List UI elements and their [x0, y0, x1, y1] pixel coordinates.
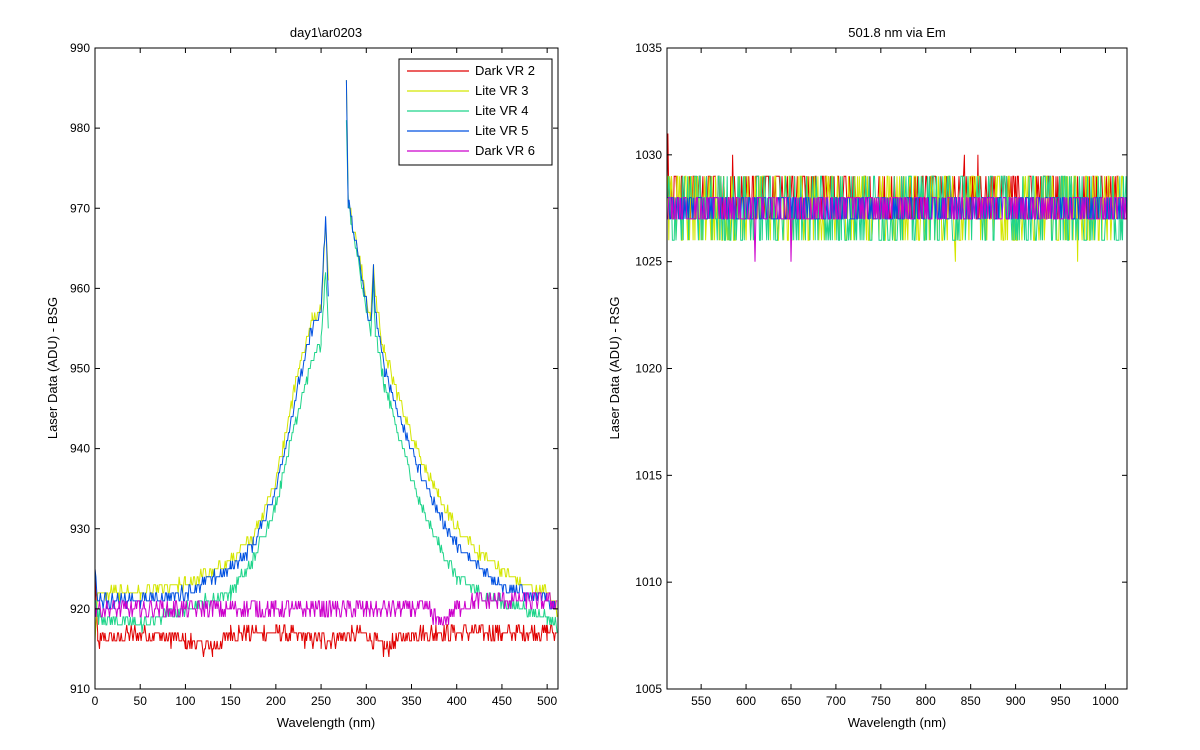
legend: Dark VR 2 Lite VR 3 Lite VR 4 Lite VR 5 Dark… [398, 58, 553, 166]
left-x-tick-label: 0 [92, 694, 99, 708]
left-plot-lines [94, 80, 558, 658]
right-x-axis-label: Wavelength (nm) [848, 715, 947, 730]
left-y-tick-label: 940 [70, 442, 90, 456]
left-y-tick-label: 910 [70, 682, 90, 696]
left-x-tick-label: 300 [356, 694, 376, 708]
right-axes: 501.8 nm via Em Wavelength (nm) Laser Da… [607, 25, 1128, 730]
series-line-lite-vr-5 [94, 216, 329, 610]
right-x-tick-label: 650 [781, 694, 801, 708]
right-y-tick-label: 1020 [635, 362, 662, 376]
series-line-dark-vr-6 [94, 592, 558, 626]
right-x-tick-label: 600 [736, 694, 756, 708]
left-y-tick-label: 920 [70, 602, 90, 616]
right-y-tick-label: 1035 [635, 41, 662, 55]
right-y-tick-label: 1025 [635, 255, 662, 269]
series-line-dark-vr-6 [667, 197, 1127, 262]
left-x-axis-label: Wavelength (nm) [277, 715, 376, 730]
right-chart-title: 501.8 nm via Em [848, 25, 946, 40]
left-y-axis-label: Laser Data (ADU) - BSG [45, 297, 60, 439]
left-y-tick-label: 930 [70, 522, 90, 536]
right-x-tick-label: 1000 [1092, 694, 1119, 708]
left-y-tick-label: 960 [70, 281, 90, 295]
right-x-tick-label: 750 [871, 694, 891, 708]
left-x-tick-label: 50 [134, 694, 148, 708]
left-plot-area [94, 47, 559, 690]
left-axis-ticks: 0 50 100 150 200 250 300 350 400 450 500 910 920 930 9… [70, 41, 558, 708]
left-y-tick-label: 970 [70, 201, 90, 215]
right-x-tick-label: 900 [1006, 694, 1026, 708]
left-x-tick-label: 250 [311, 694, 331, 708]
right-x-tick-label: 950 [1051, 694, 1071, 708]
legend-box [398, 58, 553, 166]
left-x-tick-label: 400 [447, 694, 467, 708]
right-y-tick-label: 1015 [635, 468, 662, 482]
left-y-tick-label: 990 [70, 41, 90, 55]
series-line-lite-vr-4 [345, 120, 558, 633]
series-line-lite-vr-5 [345, 80, 558, 610]
left-x-tick-label: 200 [266, 694, 286, 708]
right-y-tick-label: 1010 [635, 575, 662, 589]
legend-entry-label: Lite VR 3 [475, 83, 528, 98]
legend-entry-label: Lite VR 4 [475, 103, 528, 118]
series-line-dark-vr-2 [94, 568, 558, 658]
legend-entry-label: Dark VR 6 [475, 143, 535, 158]
left-x-tick-label: 100 [175, 694, 195, 708]
left-y-tick-label: 980 [70, 121, 90, 135]
right-y-axis-label: Laser Data (ADU) - RSG [607, 296, 622, 439]
series-line-lite-vr-3 [94, 224, 329, 641]
right-y-tick-label: 1005 [635, 682, 662, 696]
left-y-tick-label: 950 [70, 362, 90, 376]
left-x-tick-label: 150 [221, 694, 241, 708]
left-axes: day1\ar0203 Wavelength (nm) Laser Data (… [45, 25, 559, 730]
right-plot-lines [666, 133, 1128, 262]
left-x-tick-label: 500 [537, 694, 557, 708]
right-plot-area [666, 47, 1128, 690]
right-x-tick-label: 700 [826, 694, 846, 708]
right-axis-ticks: 550 600 650 700 750 800 850 900 950 1000 1005 1010 1… [635, 41, 1127, 708]
right-y-tick-label: 1030 [635, 148, 662, 162]
right-x-tick-label: 550 [691, 694, 711, 708]
right-x-tick-label: 850 [961, 694, 981, 708]
left-x-tick-label: 350 [401, 694, 421, 708]
right-x-tick-label: 800 [916, 694, 936, 708]
left-chart-title: day1\ar0203 [290, 25, 362, 40]
legend-entry-label: Dark VR 2 [475, 63, 535, 78]
series-line-lite-vr-4 [95, 272, 329, 633]
legend-entry-label: Lite VR 5 [475, 123, 528, 138]
left-x-tick-label: 450 [492, 694, 512, 708]
